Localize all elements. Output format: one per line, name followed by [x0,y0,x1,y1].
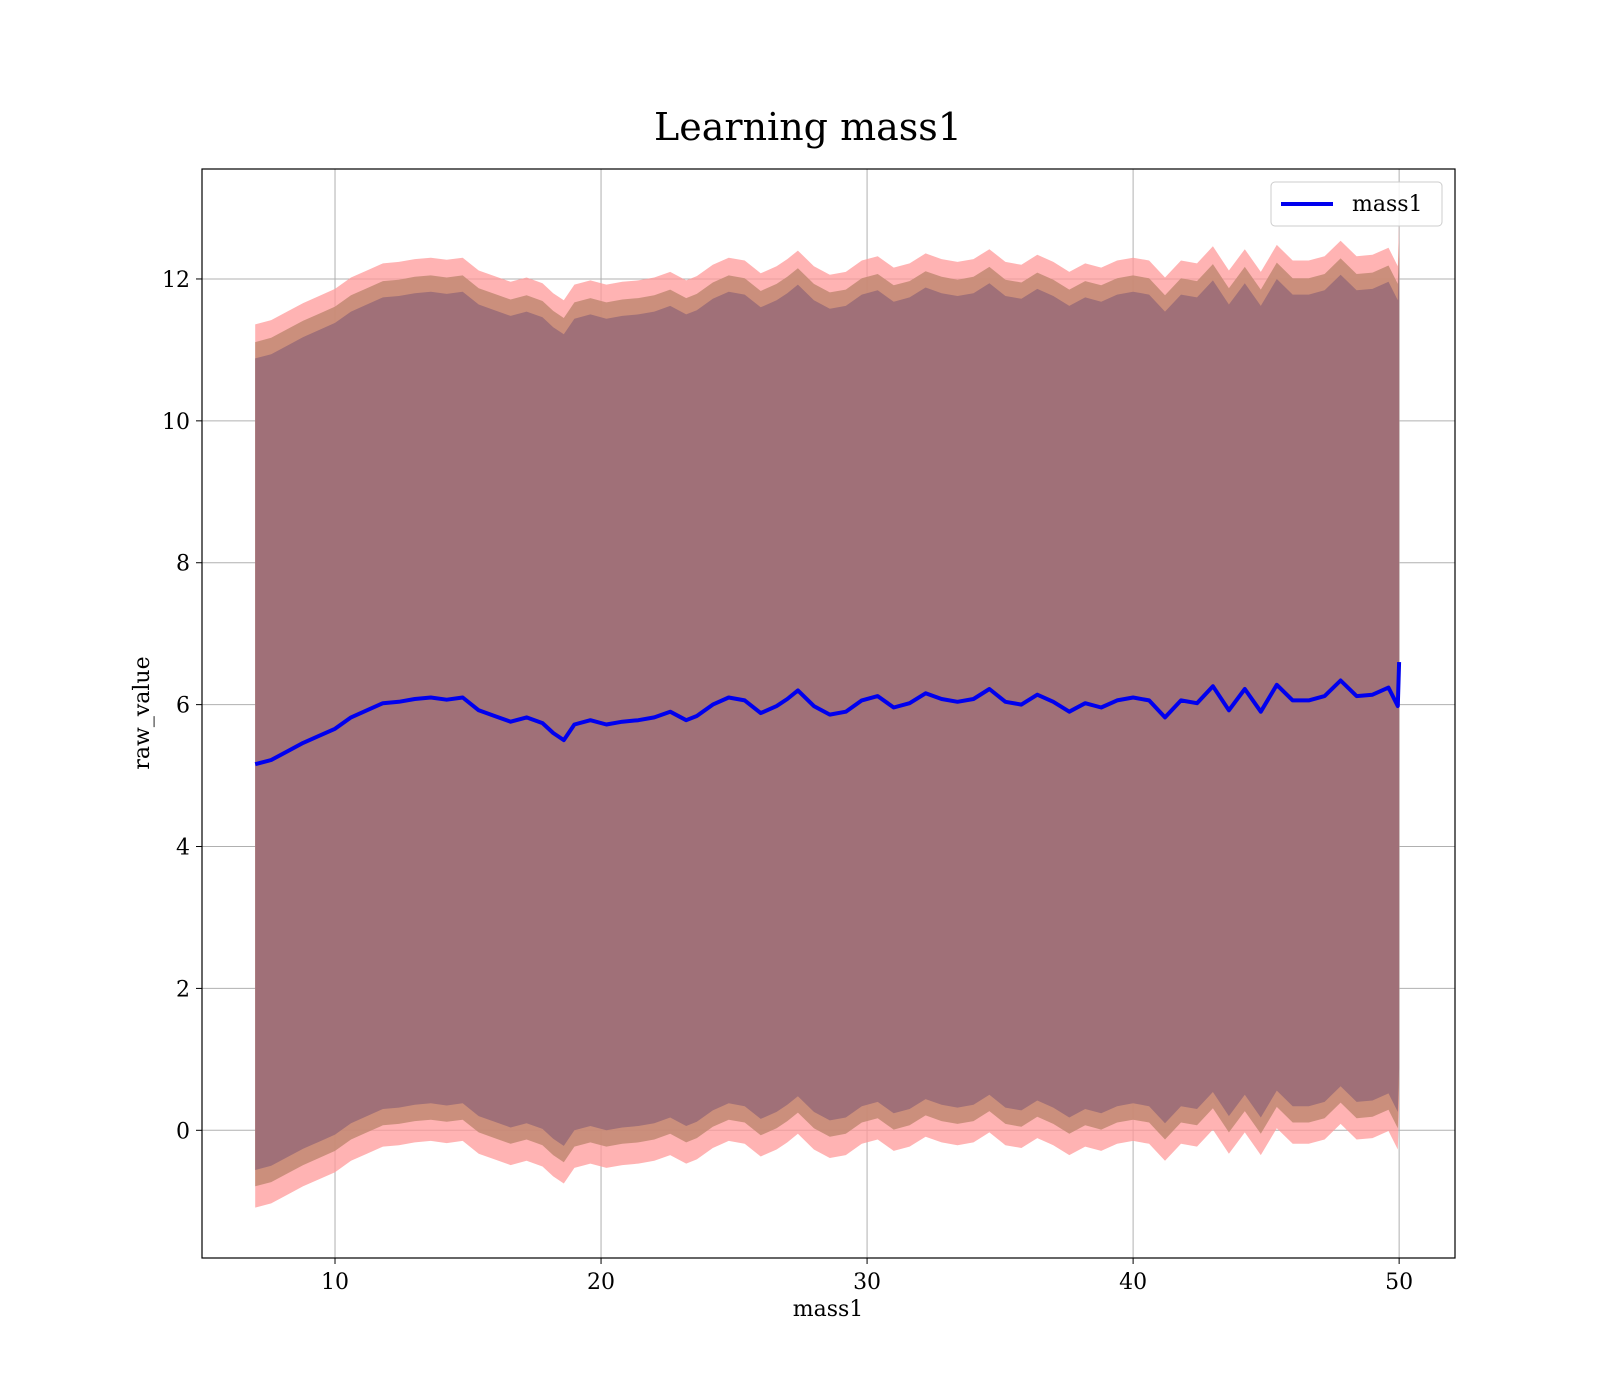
y-tick-label: 12 [162,268,190,293]
y-tick-label: 0 [176,1119,190,1144]
x-axis-label: mass1 [793,1297,864,1322]
chart-title: Learning mass1 [654,105,962,149]
tick-layer: 10 20 30 40 50 0 2 4 6 8 10 12 [162,268,1413,1295]
series-line-mass1 [254,662,1402,767]
y-tick-label: 8 [176,552,190,577]
y-tick-label: 6 [176,694,190,719]
legend: mass1 [1270,181,1443,227]
y-tick-label: 2 [176,977,190,1002]
x-tick-label: 50 [1385,1270,1413,1295]
legend-label: mass1 [1352,192,1423,217]
x-tick-label: 30 [853,1270,881,1295]
plot-frame [201,168,1456,1259]
y-tick-label: 10 [162,410,190,435]
y-axis-label: raw_value [130,656,155,769]
x-tick-label: 10 [321,1270,349,1295]
legend-box [1270,181,1443,227]
x-tick-label: 40 [1119,1270,1147,1295]
x-tick-label: 20 [587,1270,615,1295]
y-tick-label: 4 [176,836,190,861]
series-layer [254,662,1402,767]
